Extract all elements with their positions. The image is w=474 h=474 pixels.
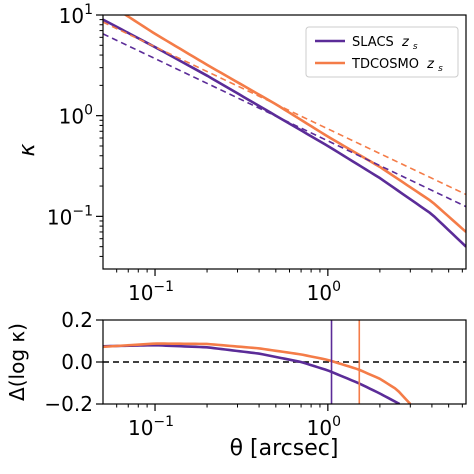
top-series-tdcosmo-dashed — [103, 21, 466, 196]
bottom-series-slacs — [103, 343, 401, 404]
top-y-tick-label: 10−1 — [47, 203, 93, 229]
top-axes-frame — [102, 14, 467, 270]
bottom-ticks: 10−1 100 0.2 0.0 −0.2 — [44, 308, 463, 440]
bottom-x-tick-label: 100 — [307, 414, 341, 440]
legend-label-slacs: SLACS z s — [352, 35, 418, 52]
bottom-axes-frame — [102, 319, 467, 405]
bottom-y-tick-label: 0.2 — [61, 308, 93, 332]
bottom-series-group — [103, 320, 466, 404]
top-ylabel: κ — [15, 143, 40, 156]
top-x-tick-label: 10−1 — [128, 279, 174, 305]
bottom-y-tick-label: −0.2 — [44, 392, 93, 416]
legend-label-slacs-sub: s — [413, 42, 418, 52]
top-x-tick-label: 100 — [307, 279, 341, 305]
legend-label-tdcosmo-z: z — [426, 57, 435, 72]
top-y-tick-label: 100 — [59, 103, 93, 129]
legend-box — [305, 26, 459, 78]
bottom-ylabel: Δ(log κ) — [5, 323, 29, 401]
top-panel: κ 10−1 100 10−1 100 101 SLACS z s TDCOSMO z … — [15, 2, 467, 305]
bottom-xlabel: θ [arcsec] — [230, 436, 339, 461]
legend: SLACS z s TDCOSMO z s — [305, 26, 459, 78]
legend-label-tdcosmo-sub: s — [438, 64, 443, 74]
legend-label-slacs-text: SLACS — [352, 35, 394, 50]
top-series-group — [103, 15, 466, 248]
legend-label-tdcosmo: TDCOSMO z s — [351, 57, 443, 74]
legend-label-slacs-z: z — [401, 35, 410, 50]
top-series-slacs-dashed — [103, 33, 466, 208]
bottom-y-tick-label: 0.0 — [61, 350, 93, 374]
bottom-panel: Δ(log κ) 10−1 100 0.2 0.0 −0.2 θ [arcsec] — [5, 308, 467, 461]
top-y-tick-label: 101 — [59, 2, 93, 28]
top-series-tdcosmo-solid — [123, 15, 466, 233]
top-ticks: 10−1 100 10−1 100 101 — [47, 2, 463, 305]
legend-label-tdcosmo-text: TDCOSMO — [351, 57, 419, 72]
bottom-x-tick-label: 10−1 — [128, 414, 174, 440]
